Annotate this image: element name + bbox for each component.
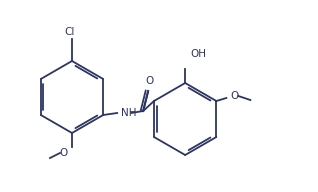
Text: O: O [230,91,238,101]
Text: OH: OH [190,49,206,59]
Text: O: O [60,148,68,158]
Text: Cl: Cl [65,27,75,37]
Text: NH: NH [121,108,137,118]
Text: O: O [145,76,153,86]
